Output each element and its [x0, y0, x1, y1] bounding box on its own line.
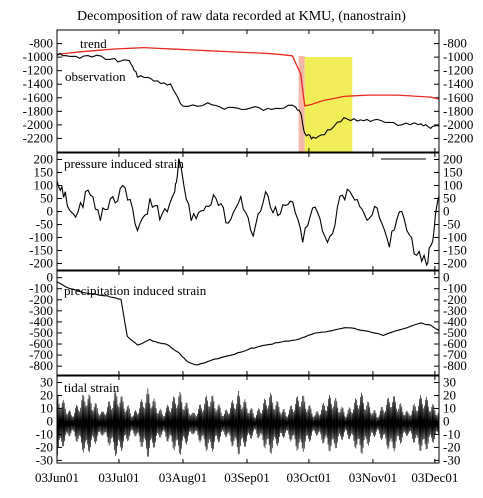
y-tick-label: -2000 — [23, 117, 53, 132]
x-tick-label: 03Jul01 — [98, 470, 139, 485]
y-tick-label: 100 — [34, 178, 54, 193]
y-tick-label-right: 100 — [443, 178, 463, 193]
y-tick-label-right: -2200 — [443, 130, 473, 145]
y-tick-label: 50 — [40, 191, 53, 206]
y-tick-label: -500 — [29, 325, 53, 340]
y-tick-label: 10 — [40, 400, 53, 415]
y-tick-label: 0 — [47, 413, 54, 428]
y-tick-label-right: -1800 — [443, 103, 473, 118]
x-tick-label: 03Aug01 — [159, 470, 207, 485]
y-tick-label: -700 — [29, 347, 53, 362]
precipitation-panel: 0 0-100 -100-200 -200-300 -300-400 -400-500 -5… — [29, 270, 467, 376]
y-tick-label-right: 200 — [443, 152, 463, 167]
observation-series-label: observation — [65, 69, 126, 84]
y-tick-label: -100 — [29, 230, 53, 245]
y-tick-label-right: -100 — [443, 281, 467, 296]
pressure-series-label: pressure induced strain — [64, 156, 184, 171]
y-tick-label-right: -50 — [443, 217, 460, 232]
y-tick-label: -800 — [29, 36, 53, 51]
y-tick-label: 0 — [47, 270, 54, 285]
y-tick-label: -20 — [36, 439, 53, 454]
y-tick-label-right: -20 — [443, 439, 460, 454]
y-tick-label-right: -10 — [443, 426, 460, 441]
y-tick-label-right: -600 — [443, 336, 467, 351]
y-tick-label: -300 — [29, 303, 53, 318]
y-tick-label: 150 — [34, 165, 54, 180]
y-tick-label: -400 — [29, 314, 53, 329]
y-tick-label-right: -800 — [443, 358, 467, 373]
y-tick-label: -1800 — [23, 103, 53, 118]
y-tick-label-right: -1200 — [443, 63, 473, 78]
y-tick-label-right: -30 — [443, 452, 460, 467]
y-tick-label-right: 0 — [443, 204, 450, 219]
y-tick-label: -1400 — [23, 76, 53, 91]
y-tick-label: -200 — [29, 292, 53, 307]
y-tick-label-right: -2000 — [443, 117, 473, 132]
y-axis-ticks: -800 -800-1000 -1000-1200 -1200-1400 -1400-1… — [23, 36, 474, 146]
y-tick-label-right: -400 — [443, 314, 467, 329]
y-tick-label-right: 150 — [443, 165, 463, 180]
observation-line — [56, 52, 440, 140]
figure-title: Decomposition of raw data recorded at KM… — [77, 9, 406, 24]
panel-frame — [56, 270, 440, 376]
y-tick-label-right: -1600 — [443, 90, 473, 105]
y-tick-label-right: 50 — [443, 191, 456, 206]
y-tick-label: -800 — [29, 358, 53, 373]
precipitation-line — [56, 281, 440, 366]
y-tick-label-right: -800 — [443, 36, 467, 51]
y-tick-label: -100 — [29, 281, 53, 296]
y-tick-label: -10 — [36, 426, 53, 441]
trend-series-label: trend — [80, 36, 107, 51]
y-tick-label: -1600 — [23, 90, 53, 105]
y-tick-label: -2200 — [23, 130, 53, 145]
x-tick-label: 03Sep01 — [224, 470, 270, 485]
y-tick-label-right: -1400 — [443, 76, 473, 91]
y-tick-label-right: -1000 — [443, 49, 473, 64]
trend-line — [56, 46, 440, 107]
y-tick-label-right: -700 — [443, 347, 467, 362]
tidal-line — [56, 388, 440, 457]
y-tick-label-right: -200 — [443, 292, 467, 307]
panel-frame — [56, 375, 440, 464]
y-tick-label: 0 — [47, 204, 54, 219]
y-tick-label: 200 — [34, 152, 54, 167]
tidal-series-label: tidal strain — [64, 380, 120, 395]
y-tick-label: 20 — [40, 387, 53, 402]
panel-frame — [56, 152, 440, 271]
y-tick-label: 30 — [40, 374, 53, 389]
y-tick-label: -50 — [36, 217, 53, 232]
y-tick-label-right: 20 — [443, 387, 456, 402]
precipitation-series-label: precipitation induced strain — [64, 283, 207, 298]
y-axis-ticks: 0 0-100 -100-200 -200-300 -300-400 -400-500 -5… — [29, 270, 467, 374]
x-tick-label: 03Jun01 — [35, 470, 79, 485]
pressure-line — [56, 158, 440, 267]
y-tick-label: -1000 — [23, 49, 53, 64]
y-tick-label-right: 0 — [443, 270, 450, 285]
pink-highlight — [298, 56, 305, 152]
y-tick-label: -600 — [29, 336, 53, 351]
panel-frame — [56, 29, 440, 153]
x-tick-label: 03Dec01 — [411, 470, 458, 485]
y-tick-label: -1200 — [23, 63, 53, 78]
y-tick-label-right: -100 — [443, 230, 467, 245]
y-tick-label-right: -300 — [443, 303, 467, 318]
y-tick-label: -150 — [29, 243, 53, 258]
y-tick-label-right: -150 — [443, 243, 467, 258]
y-tick-label-right: 30 — [443, 374, 456, 389]
y-tick-label-right: 0 — [443, 413, 450, 428]
x-tick-label: 03Nov01 — [349, 470, 397, 485]
x-axis: 03Jun01 03Jul01 03Aug01 03Sep01 03Oct01 03Nov… — [35, 30, 458, 485]
y-tick-label-right: 10 — [443, 400, 456, 415]
y-tick-label-right: -500 — [443, 325, 467, 340]
y-tick-label-right: -200 — [443, 256, 467, 271]
y-tick-label: -200 — [29, 256, 53, 271]
x-tick-label: 03Oct01 — [287, 470, 332, 485]
trend-observation-panel: -800 -800-1000 -1000-1200 -1200-1400 -1400-1… — [23, 29, 474, 153]
y-tick-label: -30 — [36, 452, 53, 467]
